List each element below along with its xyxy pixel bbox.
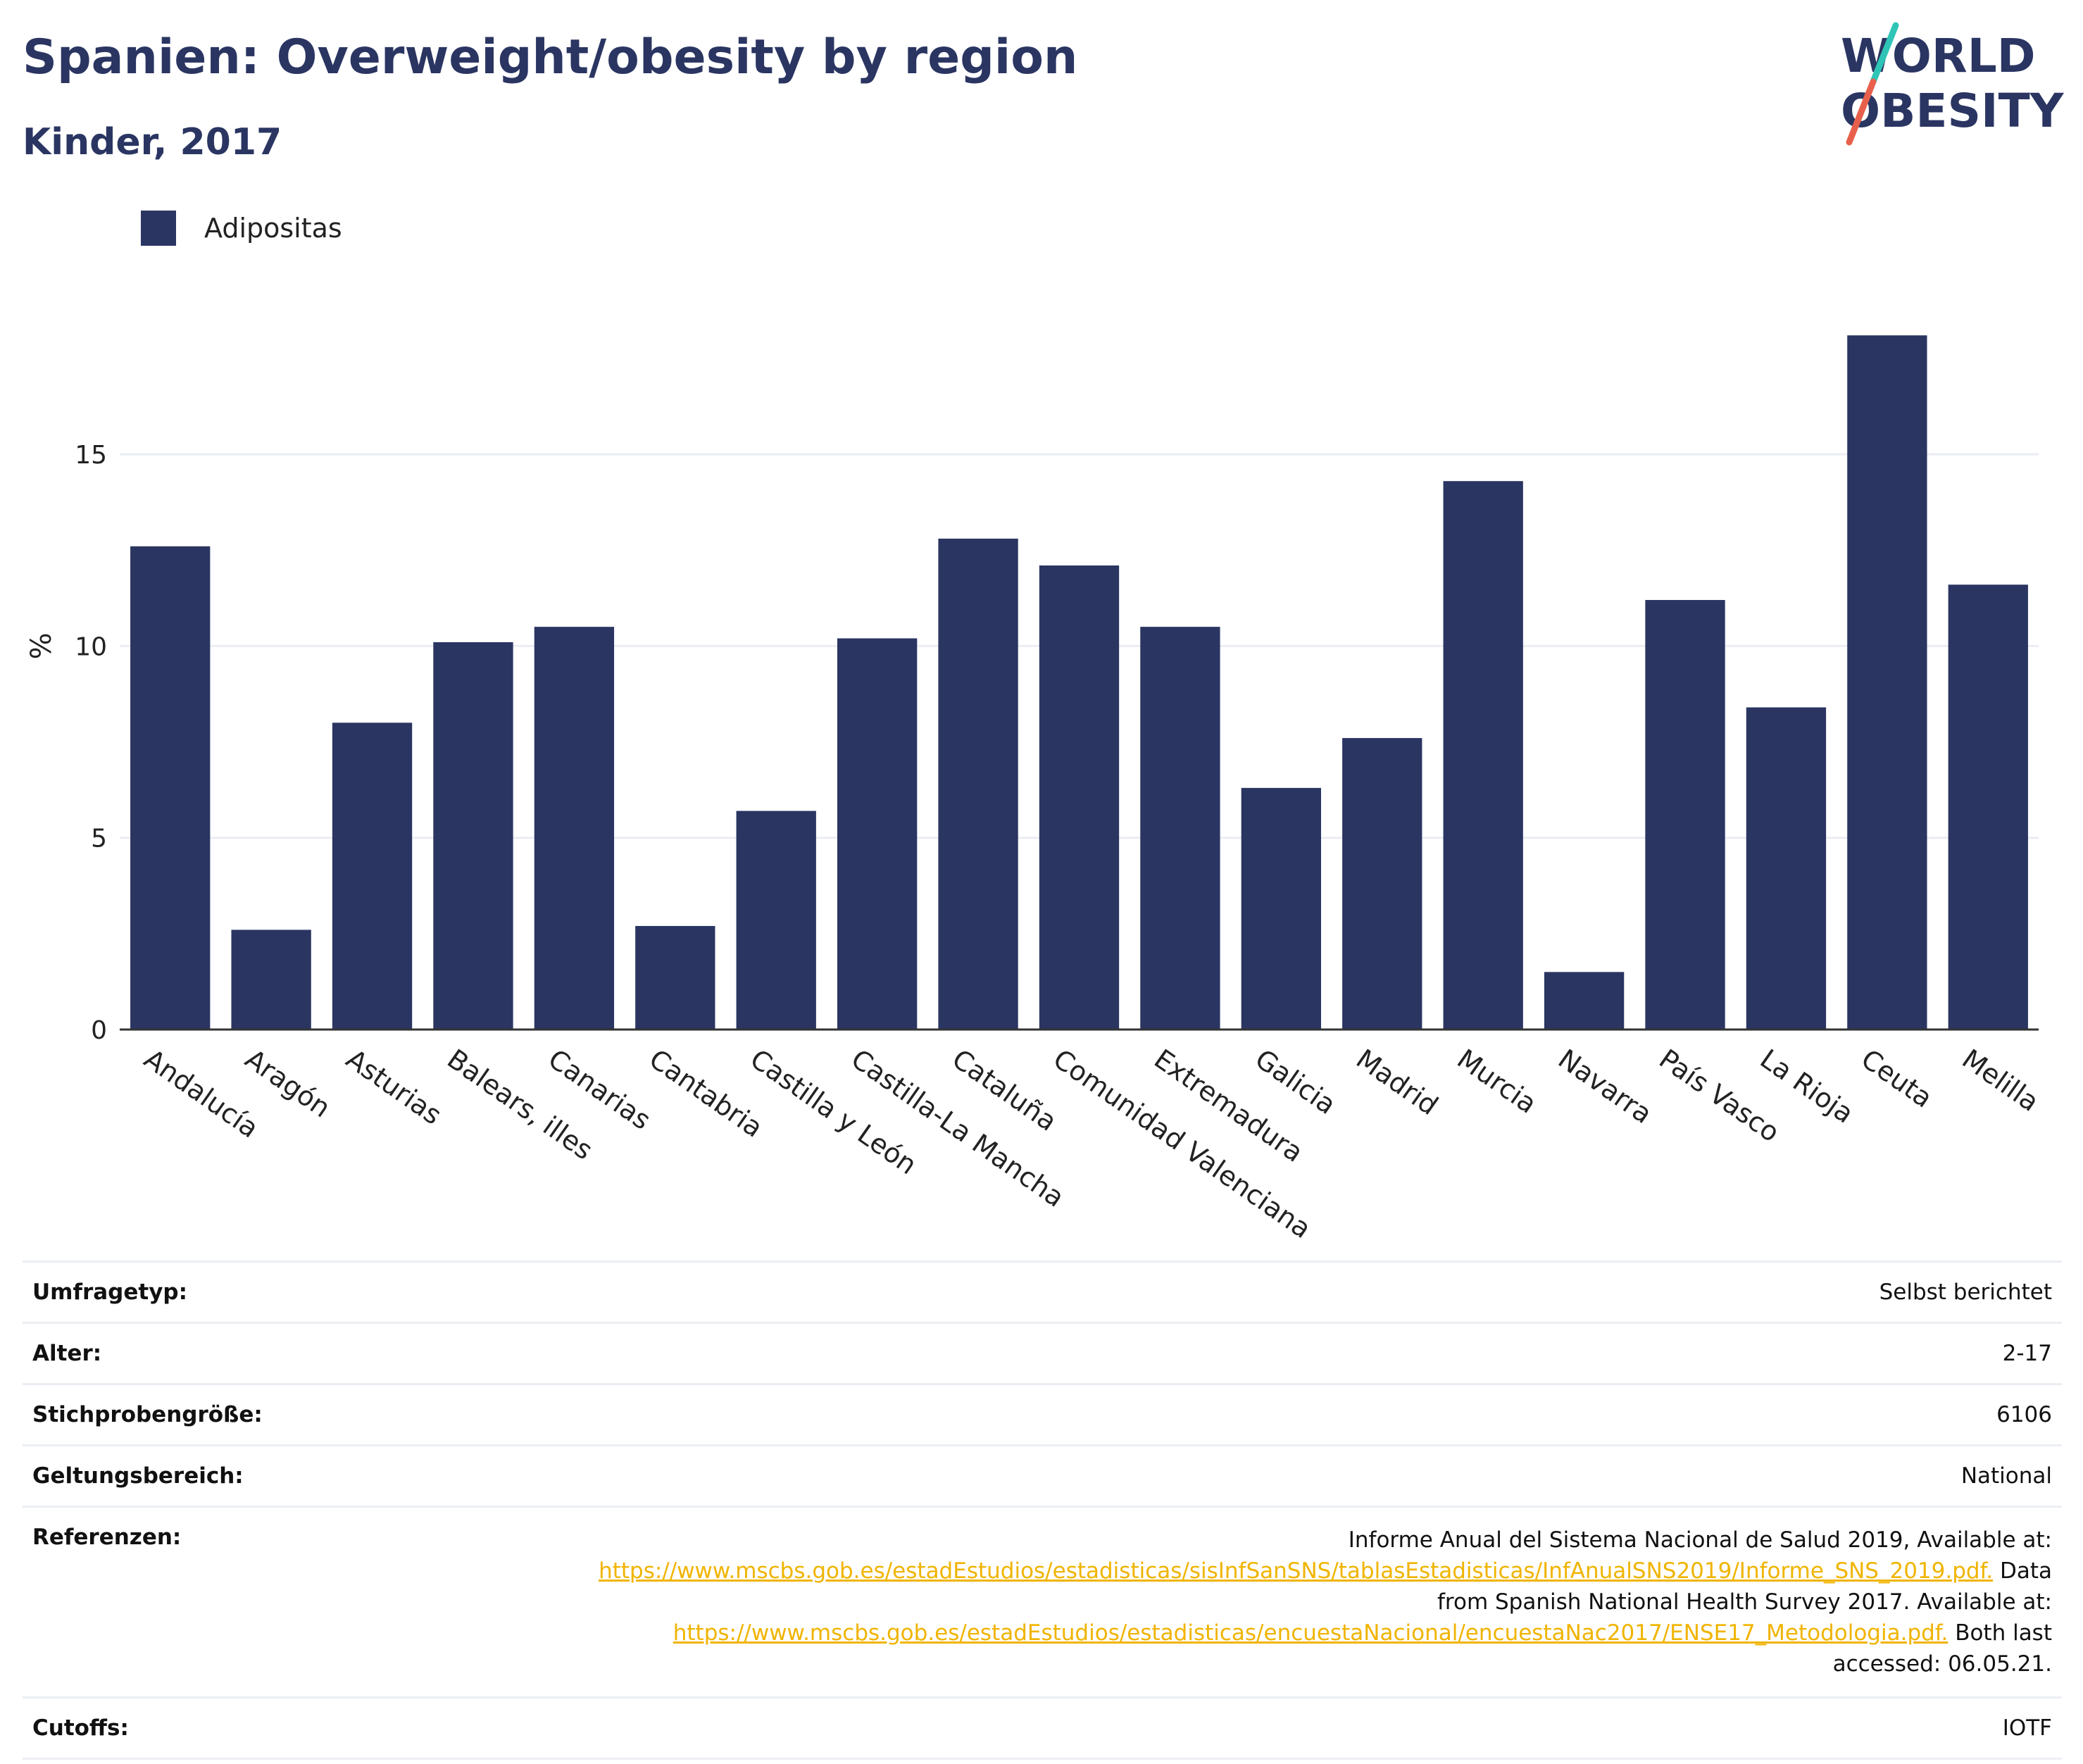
bar-16[interactable]	[1746, 707, 1827, 1030]
y-axis-label: %	[25, 632, 58, 659]
bar-13[interactable]	[1443, 481, 1523, 1030]
meta-value: 6106	[1996, 1402, 2052, 1427]
meta-key: Alter:	[32, 1341, 102, 1366]
bar-18[interactable]	[1948, 584, 2028, 1030]
references-text: Informe Anual del Sistema Nacional de Sa…	[573, 1525, 2052, 1679]
metadata-table: Umfragetyp: Selbst berichtet Alter: 2-17…	[23, 1261, 2062, 1760]
x-tick-label: Castilla y León	[744, 1043, 922, 1180]
meta-row-cutoffs: Cutoffs: IOTF	[23, 1696, 2062, 1760]
chart-subtitle: Kinder, 2017	[23, 121, 282, 163]
bar-2[interactable]	[332, 723, 413, 1030]
x-tick-label: Cantabria	[644, 1043, 768, 1144]
bar-4[interactable]	[534, 627, 615, 1030]
legend-label-adipositas: Adipositas	[204, 213, 342, 244]
bar-10[interactable]	[1140, 627, 1220, 1030]
bar-9[interactable]	[1039, 565, 1120, 1030]
meta-key: Geltungsbereich:	[32, 1463, 244, 1489]
world-obesity-logo: WORLD OBESITY	[1841, 22, 2065, 146]
meta-key: Umfragetyp:	[32, 1280, 187, 1305]
reference-text-3: Both last accessed: 06.05.21.	[1832, 1620, 2052, 1677]
chart-title: Spanien: Overweight/obesity by region	[23, 30, 1078, 85]
meta-value: IOTF	[2002, 1715, 2052, 1741]
meta-row-references: Referenzen: Informe Anual del Sistema Na…	[23, 1506, 2062, 1696]
meta-key: Referenzen:	[32, 1525, 182, 1550]
x-tick-label: Andalucía	[139, 1043, 264, 1144]
bar-1[interactable]	[231, 930, 311, 1030]
y-tick-label: 0	[91, 1016, 107, 1045]
x-tick-label: Navarra	[1553, 1043, 1658, 1130]
chart-legend[interactable]: Adipositas	[141, 210, 342, 246]
y-tick-label: 5	[91, 825, 107, 853]
bar-12[interactable]	[1342, 738, 1422, 1030]
reference-text-1: Informe Anual del Sistema Nacional de Sa…	[1348, 1527, 2052, 1553]
bar-11[interactable]	[1241, 787, 1321, 1030]
meta-row-sample-size: Stichprobengröße: 6106	[23, 1383, 2062, 1444]
meta-value: Selbst berichtet	[1879, 1280, 2052, 1305]
bar-17[interactable]	[1847, 335, 1927, 1030]
bar-14[interactable]	[1544, 972, 1625, 1030]
meta-value: National	[1960, 1463, 2052, 1489]
y-tick-label: 10	[75, 632, 107, 661]
reference-link-2[interactable]: https://www.mscbs.gob.es/estadEstudios/e…	[673, 1620, 1948, 1646]
x-tick-label: Asturias	[341, 1043, 447, 1130]
bar-7[interactable]	[837, 638, 918, 1030]
x-tick-label: Madrid	[1351, 1043, 1444, 1121]
legend-swatch-adipositas	[141, 211, 176, 246]
bar-8[interactable]	[938, 538, 1018, 1030]
logo-line2: OBESITY	[1841, 84, 2065, 138]
meta-value: 2-17	[2002, 1341, 2052, 1366]
x-tick-label: Ceuta	[1856, 1043, 1938, 1113]
meta-key: Cutoffs:	[32, 1715, 129, 1741]
x-tick-label: Melilla	[1956, 1043, 2044, 1118]
meta-key: Stichprobengröße:	[32, 1402, 263, 1427]
meta-row-survey-type: Umfragetyp: Selbst berichtet	[23, 1261, 2062, 1322]
meta-row-age: Alter: 2-17	[23, 1322, 2062, 1383]
bar-5[interactable]	[635, 925, 715, 1030]
y-tick-label: 15	[75, 441, 107, 470]
reference-link-1[interactable]: https://www.mscbs.gob.es/estadEstudios/e…	[599, 1558, 1994, 1584]
meta-row-scope: Geltungsbereich: National	[23, 1444, 2062, 1506]
bar-15[interactable]	[1645, 600, 1725, 1030]
bar-3[interactable]	[433, 642, 513, 1030]
logo-line1: WORLD	[1841, 29, 2036, 83]
x-tick-label: Galicia	[1250, 1043, 1342, 1120]
bar-0[interactable]	[130, 546, 211, 1030]
bar-6[interactable]	[736, 811, 816, 1030]
reference-text-2: Data from Spanish National Health Survey…	[1437, 1558, 2052, 1615]
x-tick-label: Murcia	[1451, 1043, 1542, 1120]
